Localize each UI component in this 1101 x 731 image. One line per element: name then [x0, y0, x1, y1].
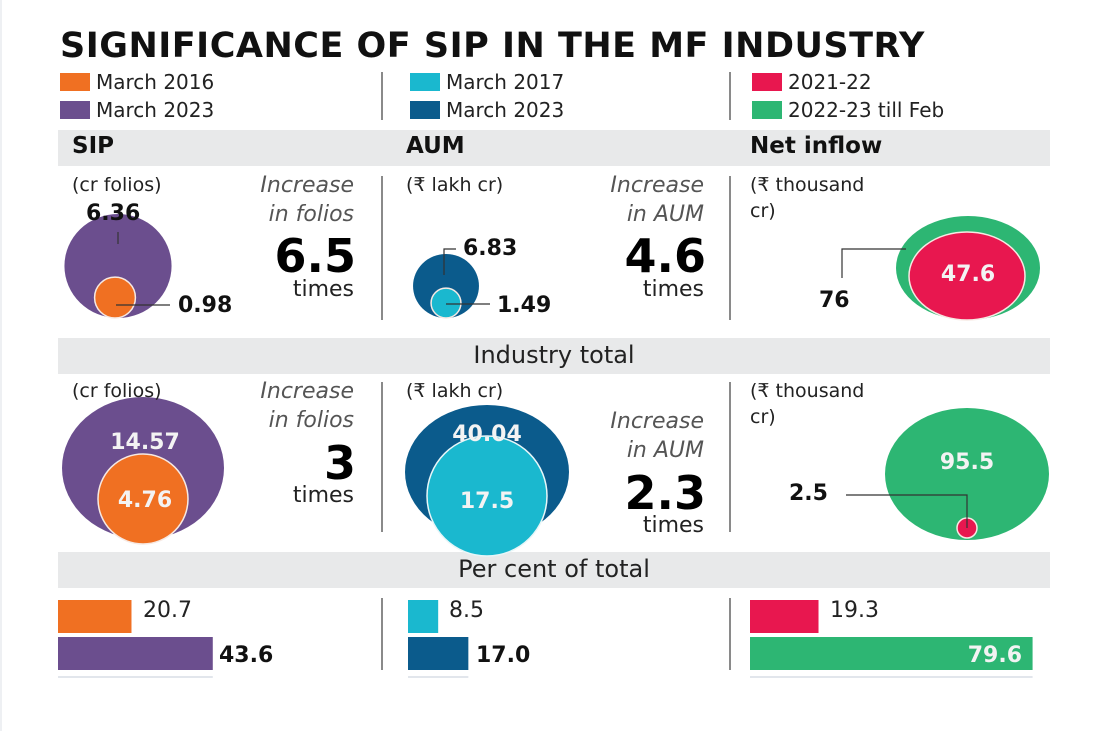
legend-item-march-2016: March 2016	[60, 70, 214, 94]
legend-divider	[381, 72, 383, 120]
bar-label-inflow-2022-23: 79.6	[967, 643, 1022, 668]
bar-net-inflow-0	[750, 600, 819, 633]
bar-aum-0	[408, 600, 439, 633]
bar-sip-0	[58, 600, 132, 633]
legend-label: 2022-23 till Feb	[788, 98, 945, 122]
sip-unit: (cr folios)	[72, 174, 162, 196]
legend-label: March 2017	[446, 70, 565, 94]
ind-inflow-inner-leader	[846, 494, 968, 528]
bar-label-sip-2023: 43.6	[219, 643, 274, 668]
inflow-unit-line1: (₹ thousand	[750, 174, 865, 196]
inflow-inner-value: 47.6	[940, 262, 996, 287]
ind-sip-increase-line1: Increase	[260, 379, 354, 404]
section-label-per-cent-of-total: Per cent of total	[458, 555, 650, 583]
column-divider	[729, 382, 731, 532]
column-divider	[381, 598, 383, 670]
sip-inner-value: 0.98	[178, 293, 233, 318]
ind-sip-unit: (cr folios)	[72, 380, 162, 402]
inflow-unit-line2: cr)	[750, 200, 776, 222]
sip-increase-line2: in folios	[268, 202, 354, 227]
ind-inflow-unit-line2: cr)	[750, 406, 776, 428]
ind-inflow-outer-bubble	[885, 408, 1049, 540]
ind-aum-outer-value: 40.04	[452, 422, 522, 447]
inflow-outer-leader	[841, 248, 906, 278]
legend-item-march-2023-aum: March 2023	[410, 98, 564, 122]
legend-item-2022-23: 2022-23 till Feb	[752, 98, 944, 122]
column-divider	[381, 176, 383, 320]
bar-label-inflow-2021-22: 19.3	[830, 598, 879, 623]
legend-swatch	[60, 73, 90, 91]
sip-outer-bubble	[64, 214, 172, 318]
inflow-outer-value: 76	[819, 288, 850, 313]
section-label-aum: AUM	[406, 133, 465, 159]
legend-item-march-2023-sip: March 2023	[60, 98, 214, 122]
legend-label: 2021-22	[788, 70, 872, 94]
bar-label-aum-2023: 17.0	[476, 643, 531, 668]
section-band-per-cent	[58, 552, 1050, 588]
legend-label: March 2023	[446, 98, 565, 122]
section-label-sip: SIP	[72, 133, 114, 159]
sip-increase-line1: Increase	[260, 173, 354, 198]
aum-inner-bubble	[430, 287, 462, 319]
section-band-industry-total	[58, 338, 1050, 374]
section-label-industry-total: Industry total	[473, 341, 635, 369]
legend-item-march-2017: March 2017	[410, 70, 564, 94]
aum-outer-value: 6.83	[463, 236, 518, 261]
aum-increase-line2: in AUM	[626, 202, 704, 227]
aum-inner-value: 1.49	[497, 293, 552, 318]
sip-outer-value: 6.36	[86, 201, 141, 226]
column-divider	[729, 176, 731, 320]
legend-label: March 2023	[96, 98, 215, 122]
sip-inner-bubble	[93, 276, 137, 319]
column-divider	[381, 382, 383, 532]
ind-sip-times: times	[292, 483, 354, 508]
aum-unit: (₹ lakh cr)	[406, 174, 504, 196]
legend-label: March 2016	[96, 70, 215, 94]
legend-swatch	[410, 101, 440, 119]
legend-swatch	[752, 101, 782, 119]
aum-outer-bubble	[413, 254, 479, 318]
ind-aum-multiple: 2.3	[624, 466, 707, 520]
bar-label-aum-2017: 8.5	[449, 598, 484, 623]
inflow-inner-bubble	[908, 231, 1026, 321]
ind-aum-inner-bubble	[426, 435, 548, 557]
ind-inflow-outer-value: 95.5	[939, 450, 995, 475]
legend-divider	[729, 72, 731, 120]
aum-increase-line1: Increase	[610, 173, 704, 198]
ind-aum-inner-value: 17.5	[459, 489, 515, 514]
bar-net-inflow-1	[750, 637, 1033, 670]
column-divider	[729, 598, 731, 670]
ind-aum-times: times	[642, 513, 704, 538]
ind-aum-increase-line2: in AUM	[626, 438, 704, 463]
legend-swatch	[752, 73, 782, 91]
ind-inflow-unit-line1: (₹ thousand	[750, 380, 865, 402]
ind-inflow-inner-value: 2.5	[789, 481, 828, 506]
section-band-top	[58, 130, 1050, 166]
legend-item-2021-22: 2021-22	[752, 70, 872, 94]
legend-swatch	[60, 101, 90, 119]
bar-aum-1	[408, 637, 469, 670]
section-label-net-inflow: Net inflow	[750, 133, 883, 159]
aum-times: times	[642, 277, 704, 302]
aum-outer-leader	[443, 248, 456, 275]
chart-title: SIGNIFICANCE OF SIP IN THE MF INDUSTRY	[60, 26, 925, 66]
legend-swatch	[410, 73, 440, 91]
ind-sip-inner-bubble	[97, 453, 189, 545]
ind-sip-increase-line2: in folios	[268, 408, 354, 433]
bar-label-sip-2016: 20.7	[143, 598, 192, 623]
ind-aum-increase-line1: Increase	[610, 409, 704, 434]
bar-sip-1	[58, 637, 213, 670]
sip-times: times	[292, 277, 354, 302]
ind-sip-outer-value: 14.57	[110, 430, 180, 455]
ind-sip-inner-value: 4.76	[117, 488, 173, 513]
ind-aum-unit: (₹ lakh cr)	[406, 380, 504, 402]
sip-multiple: 6.5	[274, 229, 357, 283]
ind-sip-multiple: 3	[323, 436, 356, 490]
aum-multiple: 4.6	[624, 229, 707, 283]
